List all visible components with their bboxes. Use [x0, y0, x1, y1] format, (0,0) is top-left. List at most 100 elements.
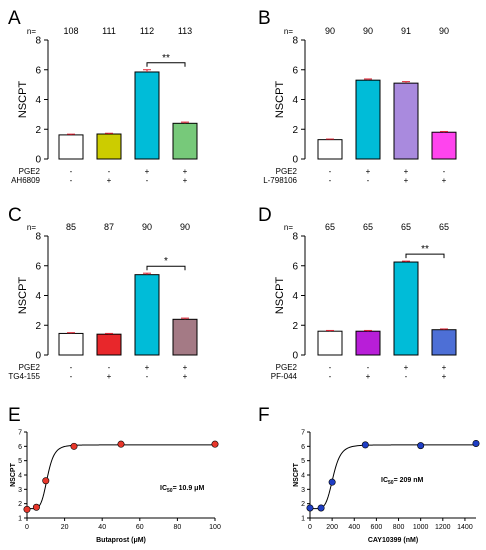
x-tick-label: 40	[98, 524, 106, 531]
x-tick-label: 100	[209, 524, 221, 531]
chart-f: 1 2 3 4 5 6 7 0 200 400 600 800 1000 1200 1400 CAY10399…	[293, 430, 480, 544]
y-tick-label: 6	[292, 261, 298, 272]
y-tick-label: 2	[35, 125, 41, 136]
panel-e: E 1 2 3 4 5 6 7 0 20 40 60 80 100 Butaprost (μM) NSCPT…	[8, 405, 221, 544]
bar	[355, 79, 381, 160]
ic50-annotation: IC50= 209 nM	[381, 477, 423, 486]
data-point	[211, 440, 219, 448]
condition-mark: +	[145, 363, 150, 372]
bar	[134, 274, 160, 356]
panel-letter-a: A	[8, 8, 21, 29]
condition-mark: +	[107, 176, 112, 185]
bar	[317, 330, 343, 356]
y-tick-label: 1	[301, 516, 305, 523]
n-value: 113	[178, 26, 192, 36]
y-axis-label: NSCPT	[293, 462, 300, 486]
condition-mark: -	[405, 372, 408, 381]
condition-mark: -	[146, 372, 149, 381]
y-tick-label: 4	[301, 473, 305, 480]
data-point	[117, 440, 125, 448]
condition-mark: +	[145, 167, 150, 176]
n-value: 90	[363, 26, 373, 36]
panel-letter-b: B	[258, 8, 271, 29]
ic50-prefix: IC	[160, 485, 167, 492]
ic50-annotation: IC50= 10.9 μM	[160, 485, 204, 494]
y-axis-label: NSCPT	[17, 277, 29, 315]
y-tick-label: 2	[18, 501, 22, 508]
y-tick-label: 8	[35, 232, 41, 243]
n-value: 91	[401, 26, 411, 36]
condition-label: PGE2	[276, 363, 298, 372]
data-point	[417, 442, 425, 450]
y-tick-label: 0	[35, 351, 41, 362]
significance-label: **	[162, 53, 170, 64]
condition-mark: +	[442, 363, 447, 372]
bar	[172, 318, 198, 356]
n-label: n=	[284, 223, 293, 232]
condition-mark: -	[329, 372, 332, 381]
y-axis-label: NSCPT	[274, 277, 286, 315]
bar	[355, 330, 381, 356]
x-tick-label: 80	[174, 524, 182, 531]
y-tick-label: 3	[18, 487, 22, 494]
condition-mark: +	[404, 176, 409, 185]
condition-mark: -	[70, 363, 73, 372]
y-tick-label: 4	[35, 291, 41, 302]
significance-bracket	[146, 62, 186, 67]
x-tick-label: 1200	[435, 524, 451, 531]
x-axis-label: Butaprost (μM)	[96, 537, 146, 544]
n-label: n=	[27, 27, 36, 36]
n-value: 108	[63, 26, 78, 36]
panel-letter-f: F	[258, 405, 270, 426]
y-tick-label: 6	[301, 444, 305, 451]
fit-curve	[310, 444, 476, 510]
condition-mark: +	[442, 176, 447, 185]
y-tick-label: 6	[292, 65, 298, 76]
panel-letter-c: C	[8, 205, 22, 226]
condition-mark: +	[366, 372, 371, 381]
significance-label: **	[421, 244, 429, 255]
x-tick-label: 20	[61, 524, 69, 531]
y-tick-label: 8	[35, 36, 41, 47]
condition-label: PGE2	[19, 363, 41, 372]
condition-mark: +	[366, 167, 371, 176]
bar	[58, 332, 84, 356]
y-tick-label: 2	[35, 321, 41, 332]
data-point	[32, 503, 40, 511]
condition-label: PF-044	[271, 372, 298, 381]
y-tick-label: 6	[35, 65, 41, 76]
condition-mark: -	[329, 167, 332, 176]
condition-mark: -	[329, 176, 332, 185]
n-value: 65	[439, 222, 449, 232]
n-value: 65	[363, 222, 373, 232]
ic50-value: = 10.9 μM	[173, 485, 205, 492]
y-tick-label: 5	[18, 458, 22, 465]
y-tick-label: 4	[35, 95, 41, 106]
bar	[431, 131, 457, 160]
chart-e: 1 2 3 4 5 6 7 0 20 40 60 80 100 Butaprost (μM) NSCPT IC…	[10, 430, 221, 545]
bar	[96, 133, 122, 160]
significance-bracket	[146, 265, 186, 271]
condition-mark: -	[146, 176, 149, 185]
condition-mark: -	[70, 176, 73, 185]
y-tick-label: 6	[35, 261, 41, 272]
data-point	[361, 441, 369, 449]
y-tick-label: 5	[301, 458, 305, 465]
condition-mark: -	[443, 167, 446, 176]
n-label: n=	[27, 223, 36, 232]
bar	[172, 122, 198, 160]
condition-mark: +	[183, 372, 188, 381]
data-point	[328, 478, 336, 486]
ic50-value: = 209 nM	[394, 477, 424, 484]
data-point	[70, 442, 78, 450]
data-point	[23, 505, 31, 513]
bar	[393, 82, 419, 160]
